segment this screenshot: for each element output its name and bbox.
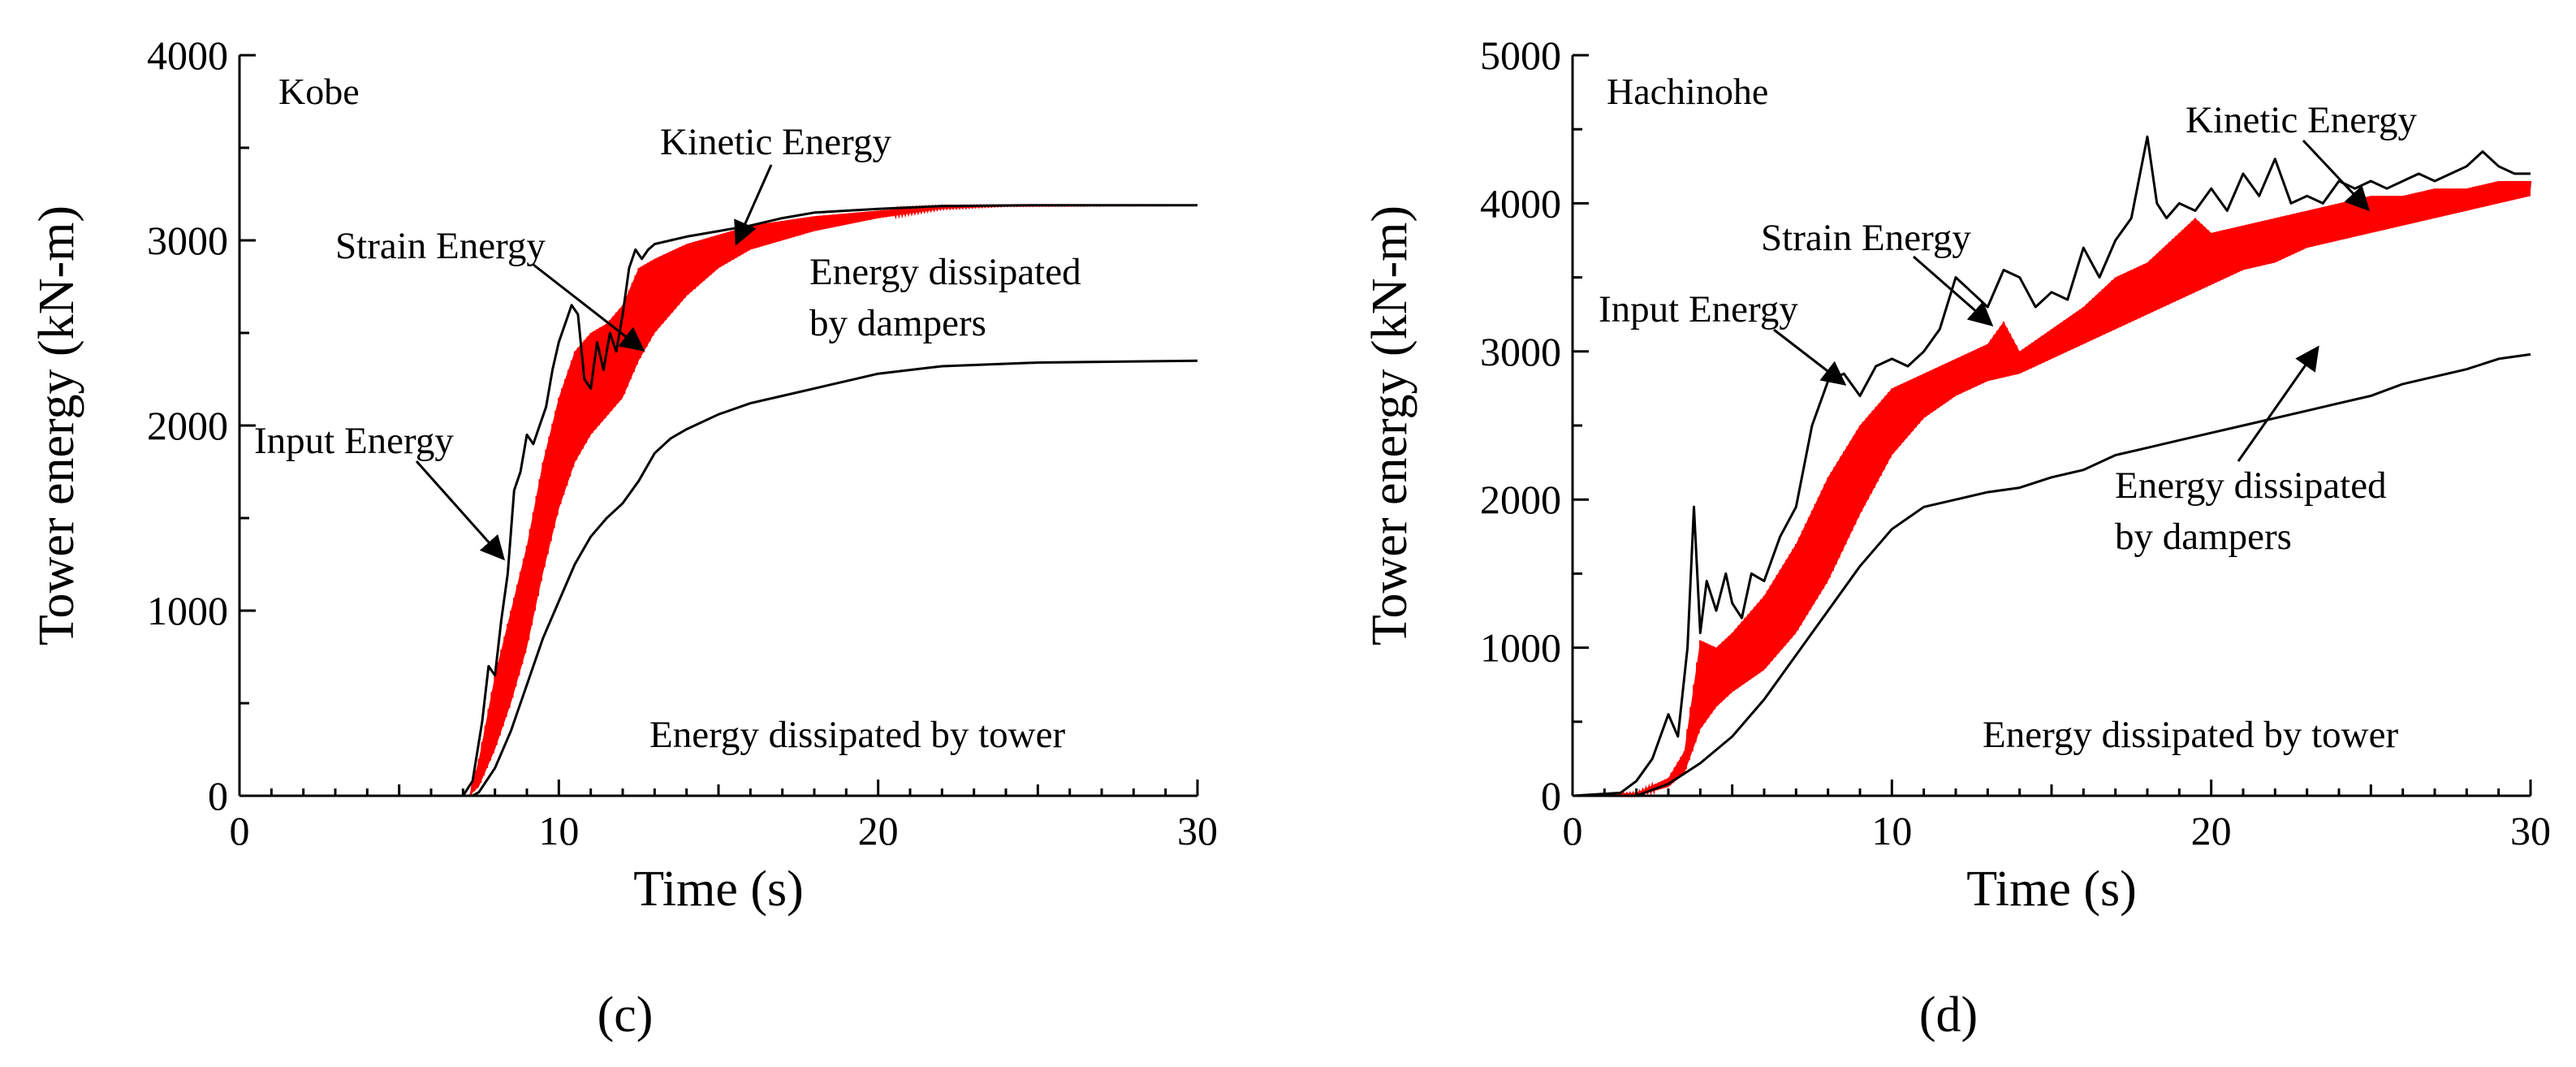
panel-d-axes: 0 10 20 30 0 1000 2000 3000 4000 5000 Time (s) Towe… — [1362, 32, 2551, 917]
series-strain-kinetic-band — [239, 205, 1197, 796]
y-tick-label: 2000 — [1480, 477, 1561, 522]
panel-d-series — [1572, 135, 2532, 798]
panel-d-site-label: Hachinohe — [1607, 71, 1768, 112]
panel-d-kinetic-arrow — [2302, 139, 2371, 212]
panel-c-input-arrow — [415, 460, 505, 561]
panel-c-site-label: Kobe — [278, 71, 360, 112]
series-strain-oscillation — [1573, 180, 2532, 798]
series-strain-kinetic-band — [1573, 181, 2531, 796]
y-tick-label: 3000 — [1480, 329, 1561, 374]
x-tick-label: 0 — [1563, 808, 1583, 853]
panel-c-input-label: Input Energy — [254, 420, 454, 462]
panel-d-input-label: Input Energy — [1599, 288, 1798, 330]
series-strain-oscillation — [239, 204, 1197, 797]
x-tick-label: 30 — [1177, 808, 1218, 853]
panel-d-input-arrow — [1773, 328, 1847, 386]
panel-c-letter-text: (c) — [598, 987, 654, 1043]
series-input-energy — [239, 204, 1197, 797]
x-tick-label: 20 — [2191, 808, 2232, 853]
panel-d-dampers-label-line1: Energy dissipated — [2115, 464, 2387, 507]
panel-c-strain-label: Strain Energy — [335, 225, 546, 267]
panel-c-axes: 0 10 20 30 0 1000 2000 3000 4000 Time (s) Tower en… — [29, 32, 1218, 917]
series-dampers-energy — [1573, 352, 2531, 797]
panel-c-dampers-label-line1: Energy dissipated — [809, 251, 1081, 293]
y-axis-label: Tower energy (kN-m) — [29, 205, 84, 646]
panel-d-letter-text: (d) — [1919, 987, 1978, 1043]
x-tick-label: 10 — [538, 808, 579, 853]
panel-c-kinetic-label: Kinetic Energy — [660, 121, 891, 163]
y-tick-label: 3000 — [147, 218, 228, 263]
panel-c-kinetic-arrow — [734, 164, 773, 246]
x-axis-label: Time (s) — [1966, 862, 2137, 917]
x-tick-label: 10 — [1871, 808, 1912, 853]
y-tick-label: 1000 — [147, 588, 228, 633]
panel-d-dampers-label-line2: by dampers — [2115, 516, 2292, 558]
x-tick-label: 20 — [858, 808, 899, 853]
x-axis-label: Time (s) — [633, 862, 804, 917]
y-tick-label: 2000 — [147, 403, 228, 448]
panel-d-tower-label: Energy dissipated by tower — [1983, 714, 2398, 756]
panel-c-series — [239, 204, 1198, 797]
panel-c-tower-label: Energy dissipated by tower — [649, 714, 1065, 756]
panel-c-letter: (c) — [598, 987, 654, 1043]
panel-d-hachinohe: 0 10 20 30 0 1000 2000 3000 4000 5000 Time (s) Towe… — [1362, 32, 2551, 917]
y-tick-label: 4000 — [147, 32, 228, 78]
series-dampers-energy — [239, 359, 1198, 797]
y-tick-label: 4000 — [1480, 180, 1561, 226]
panel-d-strain-label: Strain Energy — [1761, 217, 1971, 259]
y-tick-label: 0 — [208, 773, 228, 819]
panel-d-kinetic-label: Kinetic Energy — [2186, 99, 2417, 141]
y-tick-label: 1000 — [1480, 625, 1561, 671]
panel-d-strain-arrow — [1913, 255, 1994, 326]
x-tick-label: 0 — [230, 808, 250, 853]
panel-d-dampers-arrow — [2237, 345, 2319, 462]
panel-c-strain-arrow — [533, 263, 645, 352]
y-axis-label: Tower energy (kN-m) — [1362, 205, 1417, 646]
panel-c-dampers-label-line2: by dampers — [809, 302, 986, 344]
panel-c-kobe: 0 10 20 30 0 1000 2000 3000 4000 Time (s) Tower en… — [29, 32, 1218, 917]
panel-d-letter: (d) — [1919, 987, 1978, 1043]
y-tick-label: 0 — [1541, 773, 1561, 819]
x-tick-label: 30 — [2510, 808, 2551, 853]
y-tick-label: 5000 — [1480, 32, 1561, 78]
